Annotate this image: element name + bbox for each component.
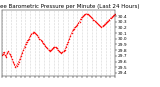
Title: Milwaukee Barometric Pressure per Minute (Last 24 Hours): Milwaukee Barometric Pressure per Minute… xyxy=(0,4,139,9)
